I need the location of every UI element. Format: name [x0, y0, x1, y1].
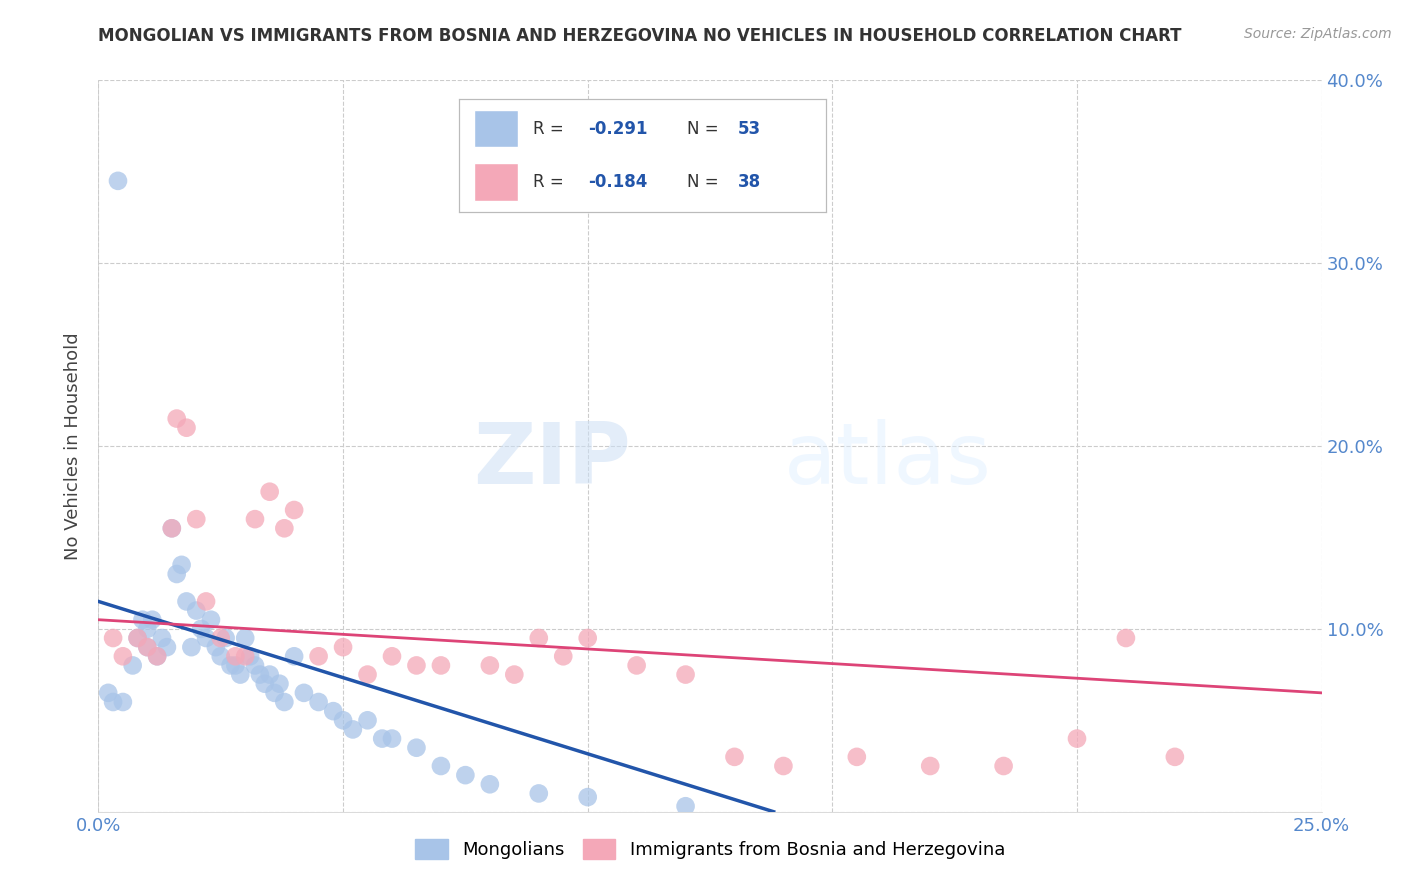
Point — [478, 777, 501, 791]
Point — [243, 512, 266, 526]
Point — [156, 640, 179, 655]
Point — [381, 649, 404, 664]
Point — [322, 704, 344, 718]
Point — [224, 658, 246, 673]
Point — [332, 714, 354, 728]
Point — [308, 695, 330, 709]
Point — [224, 649, 246, 664]
Point — [219, 658, 242, 673]
Point — [342, 723, 364, 737]
Point — [166, 411, 188, 425]
Point — [200, 613, 222, 627]
Point — [576, 790, 599, 805]
Point — [356, 714, 378, 728]
Point — [101, 695, 124, 709]
Point — [405, 658, 427, 673]
Point — [190, 622, 212, 636]
Text: Source: ZipAtlas.com: Source: ZipAtlas.com — [1244, 27, 1392, 41]
Point — [259, 667, 281, 681]
Point — [97, 686, 120, 700]
Point — [1115, 631, 1137, 645]
Point — [478, 658, 501, 673]
Point — [430, 658, 453, 673]
Point — [249, 667, 271, 681]
Point — [233, 649, 256, 664]
Text: atlas: atlas — [783, 419, 991, 502]
Point — [160, 521, 183, 535]
Point — [626, 658, 648, 673]
Point — [180, 640, 202, 655]
Point — [101, 631, 124, 645]
Point — [273, 521, 295, 535]
Point — [723, 749, 745, 764]
Point — [920, 759, 942, 773]
Point — [675, 799, 697, 814]
Point — [146, 649, 169, 664]
Text: MONGOLIAN VS IMMIGRANTS FROM BOSNIA AND HERZEGOVINA NO VEHICLES IN HOUSEHOLD COR: MONGOLIAN VS IMMIGRANTS FROM BOSNIA AND … — [98, 27, 1182, 45]
Point — [127, 631, 149, 645]
Point — [160, 521, 183, 535]
Point — [253, 676, 276, 690]
Point — [121, 658, 143, 673]
Point — [146, 649, 169, 664]
Point — [176, 594, 198, 608]
Point — [131, 613, 153, 627]
Point — [405, 740, 427, 755]
Text: ZIP: ZIP — [472, 419, 630, 502]
Point — [527, 787, 550, 801]
Point — [186, 512, 208, 526]
Point — [111, 695, 134, 709]
Point — [209, 631, 232, 645]
Point — [195, 631, 218, 645]
Point — [503, 667, 526, 681]
Point — [166, 567, 188, 582]
Point — [127, 631, 149, 645]
Legend: Mongolians, Immigrants from Bosnia and Herzegovina: Mongolians, Immigrants from Bosnia and H… — [406, 830, 1014, 869]
Point — [107, 174, 129, 188]
Point — [332, 640, 354, 655]
Point — [430, 759, 453, 773]
Point — [195, 594, 218, 608]
Point — [308, 649, 330, 664]
Point — [233, 631, 256, 645]
Point — [239, 649, 262, 664]
Point — [993, 759, 1015, 773]
Point — [675, 667, 697, 681]
Y-axis label: No Vehicles in Household: No Vehicles in Household — [65, 332, 83, 560]
Point — [576, 631, 599, 645]
Point — [176, 421, 198, 435]
Point — [150, 631, 173, 645]
Point — [136, 622, 159, 636]
Point — [186, 603, 208, 617]
Point — [283, 503, 305, 517]
Point — [243, 658, 266, 673]
Point — [454, 768, 477, 782]
Point — [214, 631, 236, 645]
Point — [209, 649, 232, 664]
Point — [229, 667, 252, 681]
Point — [381, 731, 404, 746]
Point — [136, 640, 159, 655]
Point — [1066, 731, 1088, 746]
Point — [170, 558, 193, 572]
Point — [292, 686, 315, 700]
Point — [269, 676, 291, 690]
Point — [371, 731, 394, 746]
Point — [136, 640, 159, 655]
Point — [1164, 749, 1187, 764]
Point — [263, 686, 285, 700]
Point — [283, 649, 305, 664]
Point — [273, 695, 295, 709]
Point — [111, 649, 134, 664]
Point — [259, 484, 281, 499]
Point — [356, 667, 378, 681]
Point — [527, 631, 550, 645]
Point — [205, 640, 228, 655]
Point — [772, 759, 794, 773]
Point — [141, 613, 163, 627]
Point — [553, 649, 575, 664]
Point — [845, 749, 868, 764]
